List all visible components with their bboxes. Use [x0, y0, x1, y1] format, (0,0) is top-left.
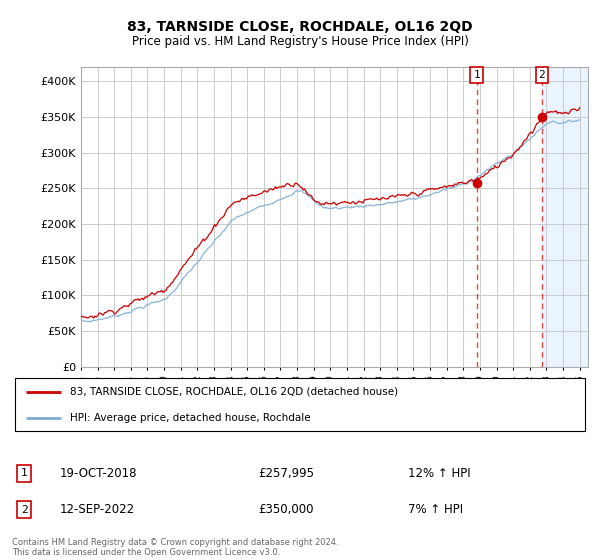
Text: 7% ↑ HPI: 7% ↑ HPI — [408, 503, 463, 516]
Text: £350,000: £350,000 — [258, 503, 314, 516]
Text: 19-OCT-2018: 19-OCT-2018 — [60, 466, 137, 480]
Text: Contains HM Land Registry data © Crown copyright and database right 2024.
This d: Contains HM Land Registry data © Crown c… — [12, 538, 338, 557]
Text: 83, TARNSIDE CLOSE, ROCHDALE, OL16 2QD: 83, TARNSIDE CLOSE, ROCHDALE, OL16 2QD — [127, 20, 473, 34]
Text: 1: 1 — [20, 468, 28, 478]
Text: £257,995: £257,995 — [258, 466, 314, 480]
Text: 2: 2 — [20, 505, 28, 515]
Text: 1: 1 — [473, 70, 480, 80]
Text: Price paid vs. HM Land Registry's House Price Index (HPI): Price paid vs. HM Land Registry's House … — [131, 35, 469, 48]
Text: 83, TARNSIDE CLOSE, ROCHDALE, OL16 2QD (detached house): 83, TARNSIDE CLOSE, ROCHDALE, OL16 2QD (… — [70, 386, 398, 396]
Bar — [542, 67, 600, 367]
FancyBboxPatch shape — [15, 378, 585, 431]
Text: 12-SEP-2022: 12-SEP-2022 — [60, 503, 135, 516]
Text: 2: 2 — [538, 70, 545, 80]
Text: 12% ↑ HPI: 12% ↑ HPI — [408, 466, 470, 480]
Text: HPI: Average price, detached house, Rochdale: HPI: Average price, detached house, Roch… — [70, 413, 310, 423]
